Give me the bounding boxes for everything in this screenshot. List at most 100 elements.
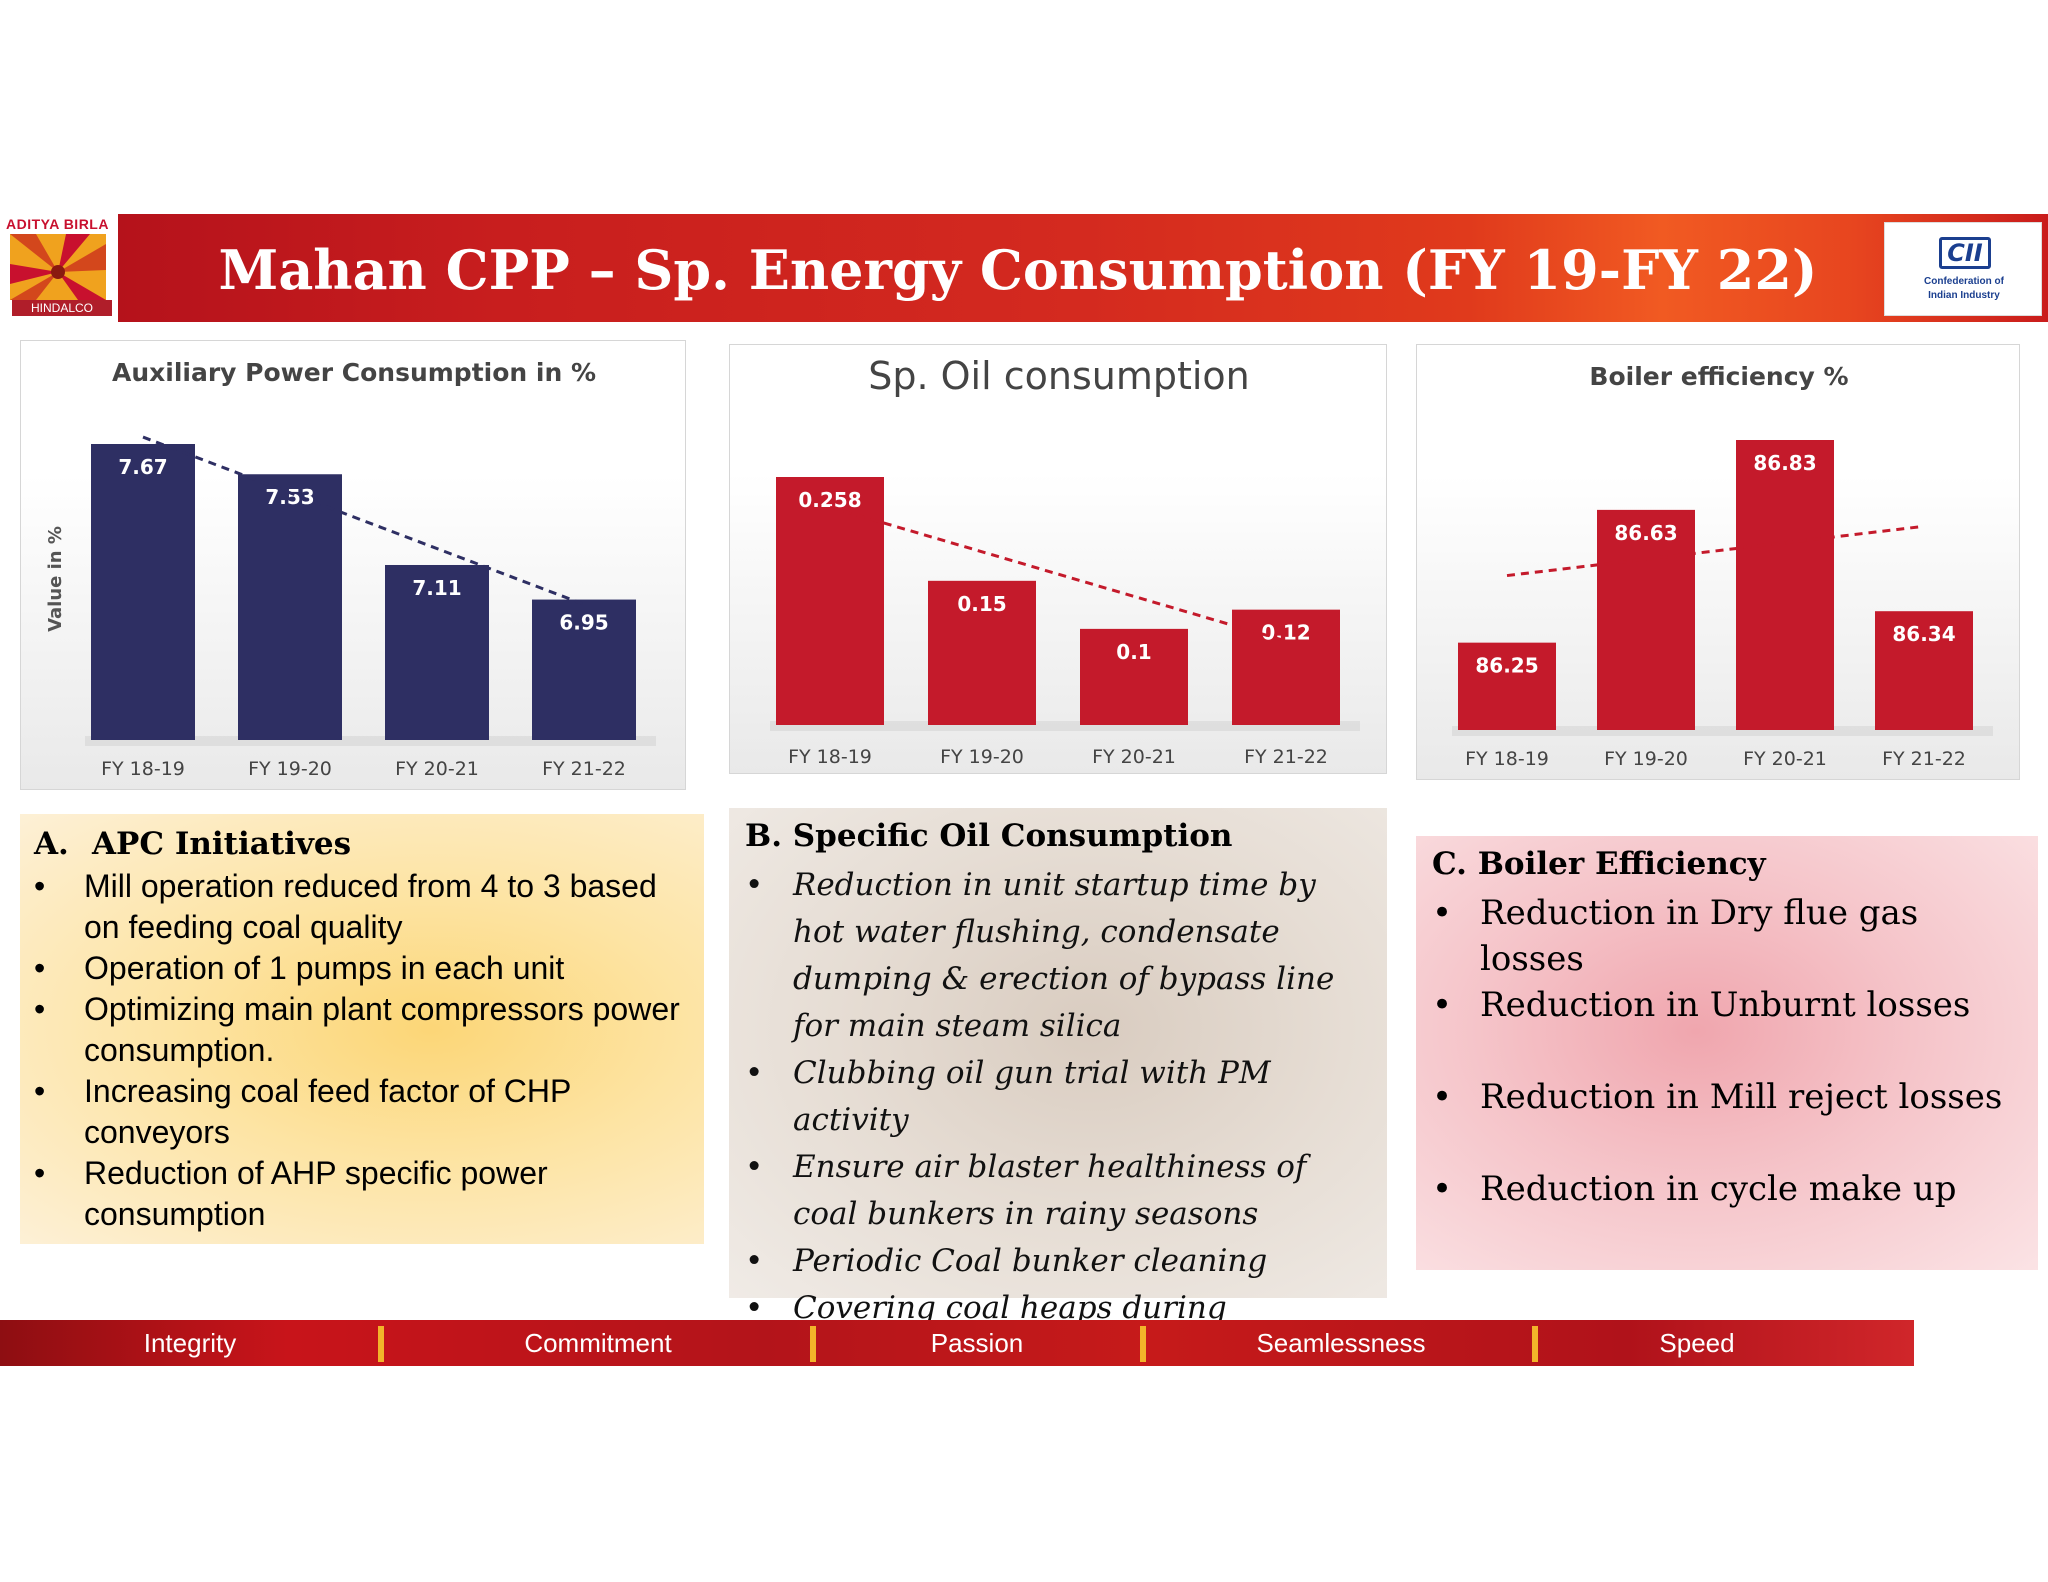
data-label-oil-3: 0.12	[1261, 621, 1310, 645]
section-letter: A.	[34, 826, 69, 862]
chart-floor-oil	[770, 721, 1360, 731]
list-item: • Reduction in Dry flue gas losses	[1432, 890, 2032, 982]
bar-boiler-0	[1458, 642, 1556, 730]
list-item-text: Mill operation reduced from 4 to 3 based…	[84, 868, 657, 945]
bar-boiler-1	[1597, 509, 1695, 730]
bar-apc-2	[385, 564, 489, 740]
footer-separator	[1140, 1326, 1146, 1362]
chart-title-boiler: Boiler efficiency %	[1589, 362, 1848, 391]
bullet: •	[745, 1149, 764, 1185]
bullet: •	[745, 1290, 764, 1326]
data-label-apc-2: 7.11	[412, 576, 461, 600]
bullet: •	[34, 950, 46, 986]
footer-separator	[1532, 1326, 1538, 1362]
footer-separator	[378, 1326, 384, 1362]
list-item-text: Reduction in Mill reject losses	[1480, 1077, 2003, 1117]
chart-floor-apc	[85, 736, 656, 746]
trendline-boiler	[1506, 524, 1925, 578]
list-item: • Reduction in Unburnt losses	[1432, 982, 2032, 1074]
bullet: •	[34, 868, 46, 904]
x-tick-label-apc-2: FY 20-21	[395, 758, 479, 780]
bullet: •	[1432, 985, 1453, 1025]
list-item-text: Periodic Coal bunker cleaning	[793, 1243, 1268, 1279]
bar-boiler-2	[1736, 440, 1834, 730]
apc-chart-panel: Auxiliary Power Consumption in % Value in…	[20, 340, 686, 790]
list-item: • Ensure air blaster healthiness of coal …	[745, 1144, 1375, 1238]
list-item-text: Increasing coal feed factor of CHP conve…	[84, 1073, 571, 1150]
x-tick-label-apc-0: FY 18-19	[101, 758, 185, 780]
footer-value-passion: Passion	[930, 1328, 1024, 1358]
apc-initiatives-panel: A. APC Initiatives • Mill operation reduce…	[20, 814, 704, 1244]
list-item-text: Ensure air blaster healthiness of coal b…	[793, 1149, 1307, 1232]
list-item-text: Reduction in Unburnt losses	[1480, 985, 1971, 1025]
chart-title-oil: Sp. Oil consumption	[868, 354, 1250, 398]
boiler-efficiency-heading: C. Boiler Efficiency	[1432, 846, 1766, 882]
list-item: • Reduction in unit startup time by hot w…	[745, 862, 1375, 1050]
bullet: •	[34, 1155, 46, 1191]
aditya-birla-logo: ADITYA BIRLA HINDALCO	[6, 216, 112, 316]
oil-consumption-list: • Reduction in unit startup time by hot w…	[745, 862, 1375, 1379]
x-tick-label-oil-0: FY 18-19	[788, 746, 872, 768]
list-item-text: Reduction in unit startup time by hot wa…	[793, 867, 1335, 1044]
data-label-apc-0: 7.67	[118, 455, 167, 479]
bullet: •	[1432, 893, 1453, 933]
list-item: • Increasing coal feed factor of CHP conv…	[34, 1071, 694, 1153]
list-item: • Operation of 1 pumps in each unit	[34, 948, 694, 989]
data-label-apc-3: 6.95	[559, 611, 608, 635]
oil-chart-panel: Sp. Oil consumption 0.258 FY 18-19 0.15 FY 1…	[729, 344, 1387, 774]
x-tick-label-oil-3: FY 21-22	[1244, 746, 1328, 768]
apc-initiatives-list: • Mill operation reduced from 4 to 3 base…	[34, 866, 694, 1235]
section-title: APC Initiatives	[92, 826, 352, 862]
list-item: • Mill operation reduced from 4 to 3 base…	[34, 866, 694, 948]
footer-value-commitment: Commitment	[524, 1328, 672, 1358]
data-label-apc-1: 7.53	[265, 485, 314, 509]
list-item: • Reduction in Mill reject losses	[1432, 1074, 2032, 1166]
footer-value-integrity: Integrity	[143, 1328, 237, 1358]
bar-oil-1	[928, 580, 1036, 725]
values-footer-bar: Integrity Commitment Passion Seamlessnes…	[0, 1320, 1914, 1366]
cii-caption: Confederation of Indian Industry	[1885, 275, 2043, 303]
list-item-text: Clubbing oil gun trial with PM activity	[793, 1055, 1271, 1138]
list-item-text: Optimizing main plant compressors power …	[84, 991, 680, 1068]
x-tick-label-oil-2: FY 20-21	[1092, 746, 1176, 768]
list-item: • Reduction in cycle make up	[1432, 1166, 2032, 1258]
bar-oil-2	[1080, 628, 1188, 725]
logo-brand-text: ADITYA BIRLA	[6, 216, 109, 232]
boiler-chart-panel: Boiler efficiency % 86.25 FY 18-19 86.63 FY …	[1416, 344, 2020, 780]
bar-apc-0	[91, 444, 195, 740]
list-item: • Periodic Coal bunker cleaning	[745, 1238, 1375, 1285]
data-label-oil-2: 0.1	[1116, 640, 1151, 664]
x-tick-label-boiler-2: FY 20-21	[1743, 748, 1827, 770]
x-tick-label-oil-1: FY 19-20	[940, 746, 1024, 768]
boiler-chart: Boiler efficiency % 86.25 FY 18-19 86.63 FY …	[1452, 362, 1993, 770]
list-item-text: Operation of 1 pumps in each unit	[84, 950, 565, 986]
title-banner: Mahan CPP – Sp. Energy Consumption (FY 1…	[118, 214, 2048, 322]
bullet: •	[34, 991, 46, 1027]
bullet: •	[1432, 1077, 1453, 1117]
boiler-efficiency-panel: C. Boiler Efficiency • Reduction in Dry f…	[1416, 836, 2038, 1270]
list-item-text: Reduction in Dry flue gas losses	[1480, 893, 1919, 979]
data-label-boiler-1: 86.63	[1614, 521, 1677, 545]
apc-initiatives-heading: A. APC Initiatives	[34, 826, 351, 862]
bar-apc-1	[238, 474, 342, 740]
list-item-text: Reduction of AHP specific power consumpt…	[84, 1155, 548, 1232]
y-axis-label-apc: Value in %	[45, 526, 66, 632]
cii-caption-line2: Indian Industry	[1928, 290, 2000, 301]
footer-separator	[810, 1326, 816, 1362]
trendline-oil	[829, 505, 1287, 643]
data-label-boiler-0: 86.25	[1475, 654, 1538, 678]
data-label-boiler-3: 86.34	[1892, 622, 1955, 646]
data-label-oil-1: 0.15	[957, 592, 1006, 616]
boiler-efficiency-list: • Reduction in Dry flue gas losses • Reduc…	[1432, 890, 2032, 1258]
list-item: • Clubbing oil gun trial with PM activity	[745, 1050, 1375, 1144]
list-item-text: Reduction in cycle make up	[1480, 1169, 1957, 1209]
oil-consumption-heading: B. Specific Oil Consumption	[745, 818, 1233, 854]
cii-caption-line1: Confederation of	[1924, 276, 2004, 287]
footer-value-speed: Speed	[1659, 1328, 1735, 1358]
list-item: • Reduction of AHP specific power consump…	[34, 1153, 694, 1235]
data-label-boiler-2: 86.83	[1753, 451, 1816, 475]
bullet: •	[745, 1243, 764, 1279]
chart-floor-boiler	[1452, 726, 1993, 736]
chart-title-apc: Auxiliary Power Consumption in %	[112, 358, 596, 387]
bar-apc-3	[532, 599, 636, 740]
